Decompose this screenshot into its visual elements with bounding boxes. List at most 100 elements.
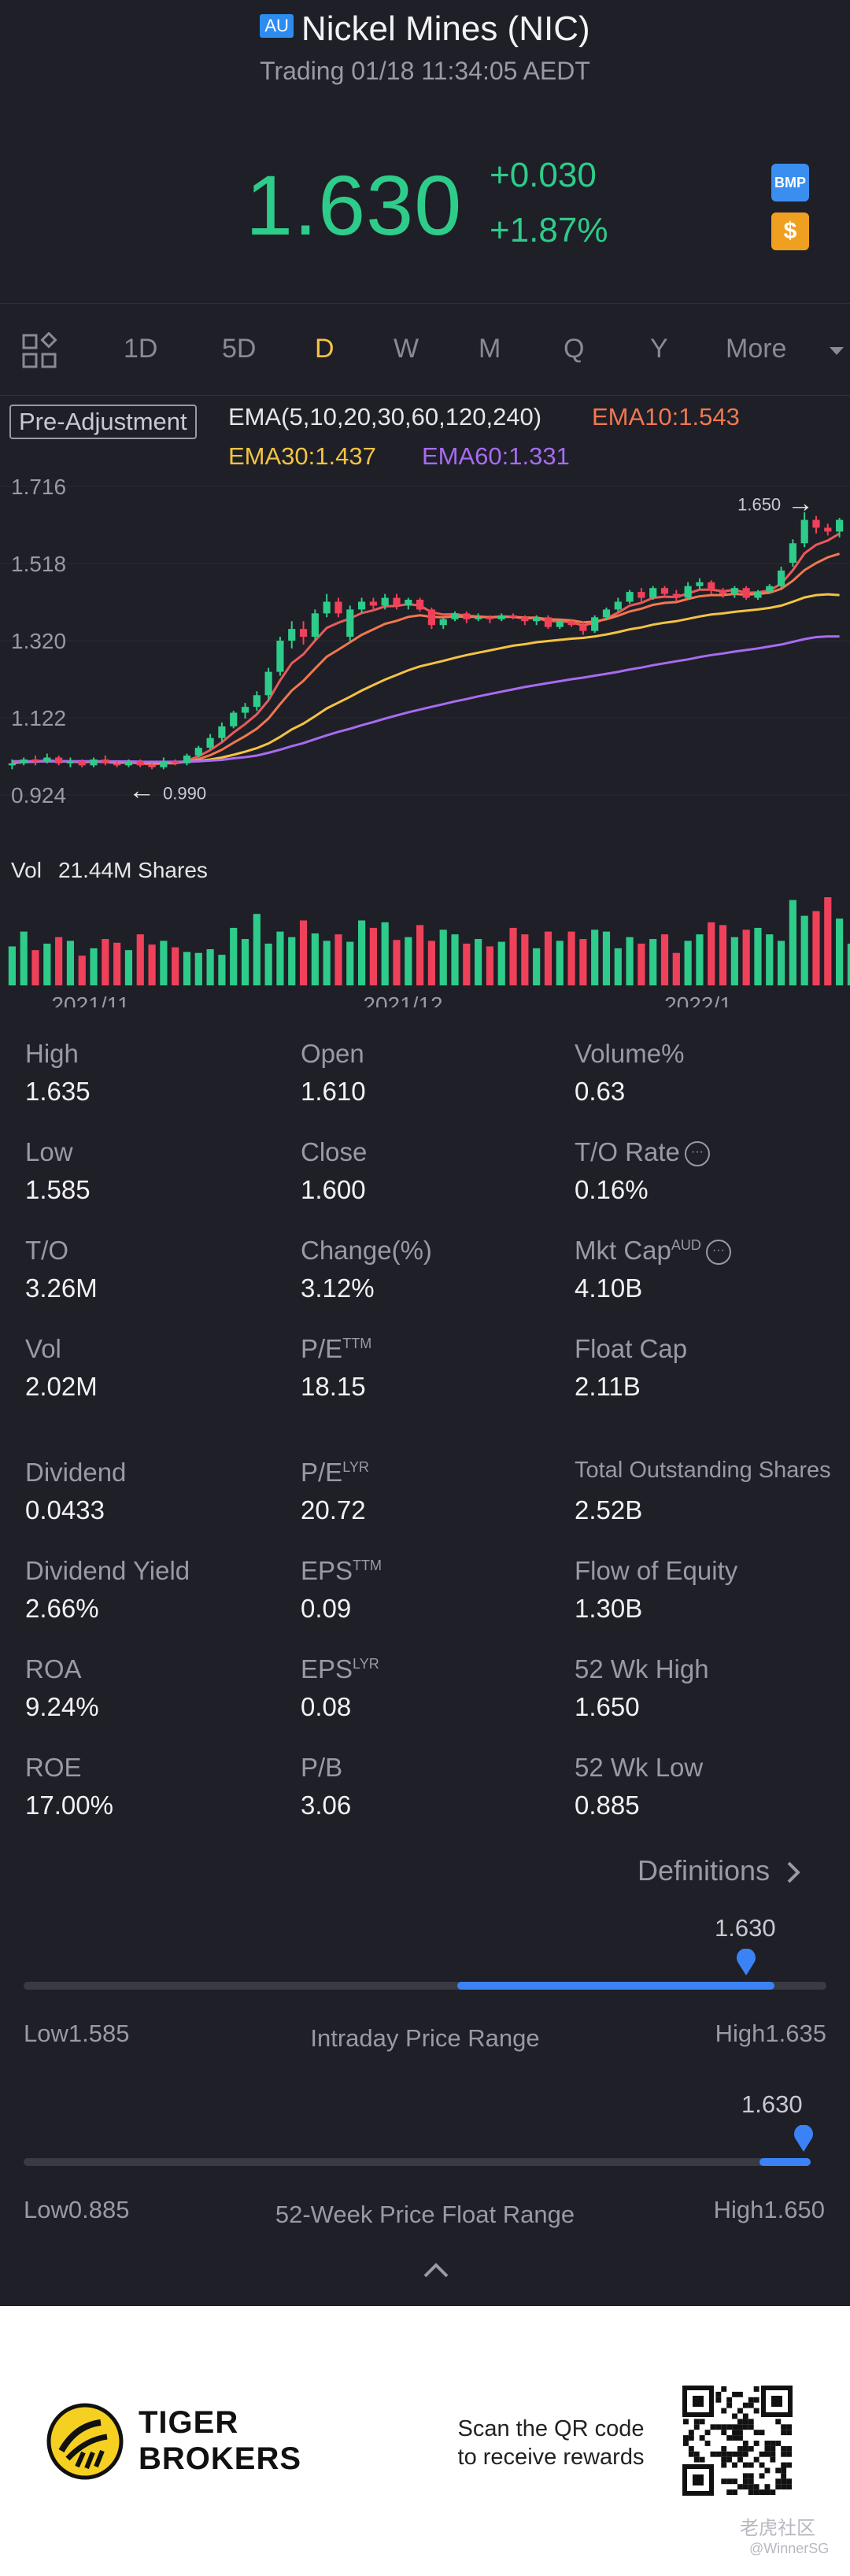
caret-down-icon[interactable] (828, 345, 845, 357)
qr-cell (770, 2451, 776, 2457)
candle-body (31, 759, 39, 762)
candle-body (789, 543, 796, 564)
stat-label-text: High (25, 1039, 79, 1068)
tab-more[interactable]: More (726, 334, 787, 364)
kline-chart[interactable]: 1.716 1.518 1.320 1.122 0.924 2021/11 2021/12 2… (0, 472, 850, 1007)
tab-y[interactable]: Y (650, 334, 668, 364)
volume-bar (812, 911, 820, 985)
qr-cell (742, 2462, 748, 2468)
stat-label: Vol (25, 1334, 61, 1364)
qr-cell (693, 2456, 700, 2463)
intraday-range-fill (456, 1982, 774, 1990)
stat-label: 52 Wk Low (575, 1753, 703, 1783)
watermark-line2: @WinnerSG (749, 2541, 830, 2556)
volume-bar (649, 939, 657, 985)
stat-label-text: EPS (301, 1654, 353, 1683)
volume-bar (579, 939, 587, 985)
y-tick-label: 1.122 (11, 706, 66, 730)
qr-cell (699, 2456, 705, 2463)
more-info-icon[interactable]: ··· (705, 1240, 731, 1266)
volume-bar (172, 947, 179, 985)
dollar-icon[interactable]: $ (771, 213, 809, 250)
qr-cell (775, 2441, 782, 2446)
qr-cell (748, 2484, 754, 2490)
ema30-label: EMA30:1.437 (228, 442, 376, 470)
qr-cell (699, 2435, 705, 2441)
qr-cell (781, 2473, 787, 2479)
high-marker-label: 1.650 (737, 495, 781, 515)
stat-label: P/B (301, 1753, 342, 1783)
stat-label-text: P/B (301, 1753, 343, 1782)
more-info-icon[interactable]: ··· (684, 1141, 710, 1167)
qr-cell (726, 2451, 733, 2457)
brand-line2: BROKERS (139, 2441, 302, 2476)
qr-cell (710, 2451, 716, 2457)
volume-bar (113, 942, 121, 985)
volume-bar (463, 943, 471, 985)
qr-cell (748, 2473, 754, 2479)
volume-bar (660, 934, 669, 985)
stat-label-text: Open (301, 1039, 364, 1068)
qr-cell (737, 2484, 743, 2490)
candle-body (463, 613, 471, 619)
stat-label-text: T/O (25, 1236, 68, 1265)
volume-value: 21.44M Shares (58, 858, 208, 882)
qr-cell (748, 2419, 754, 2425)
qr-cell (688, 2435, 694, 2441)
volume-bar (591, 930, 599, 985)
tab-1d[interactable]: 1D (124, 334, 158, 364)
stat-label-text: Flow of Equity (575, 1556, 738, 1585)
market-badge: AU (260, 14, 294, 39)
pre-adjustment-button[interactable]: Pre-Adjustment (9, 405, 197, 439)
stat-label: Mkt CapAUD ··· (575, 1236, 731, 1266)
tab-d[interactable]: D (315, 334, 334, 364)
tab-5d[interactable]: 5D (222, 334, 257, 364)
qr-cell (753, 2430, 759, 2436)
qr-cell (764, 2445, 771, 2452)
candle-body (475, 617, 482, 619)
volume-bar (672, 952, 680, 985)
ema-params-label[interactable]: EMA(5,10,20,30,60,120,240) (228, 403, 542, 431)
tab-q[interactable]: Q (564, 334, 585, 364)
qr-cell (748, 2424, 754, 2430)
qr-cell (732, 2462, 737, 2468)
definitions-link[interactable]: Definitions (638, 1854, 803, 1887)
chevron-right-icon (787, 1862, 800, 1883)
qr-cell (742, 2419, 748, 2425)
volume-bar (78, 955, 86, 985)
qr-code[interactable] (682, 2385, 793, 2497)
tab-m[interactable]: M (479, 334, 501, 364)
qr-cell (732, 2451, 737, 2457)
qr-cell (759, 2430, 765, 2436)
qr-cell (704, 2430, 711, 2436)
week52-range-title: 52-Week Price Float Range (275, 2201, 575, 2228)
candle-body (486, 617, 494, 619)
stat-value: 3.12% (301, 1273, 375, 1303)
qr-cell (737, 2391, 743, 2397)
qr-cell (732, 2430, 737, 2436)
stat-value: 2.11B (575, 1372, 641, 1401)
volume-bar (124, 950, 133, 985)
stat-label-text: ROA (25, 1654, 82, 1683)
stat-value: 0.16% (575, 1175, 649, 1204)
layout-grid-icon[interactable] (20, 332, 58, 370)
stat-label-text: Change(%) (301, 1236, 432, 1265)
bmp-icon[interactable]: BMP (771, 164, 809, 201)
qr-cell (732, 2435, 737, 2441)
qr-cell (770, 2445, 776, 2452)
qr-cell (775, 2467, 782, 2474)
watermark-line1: 老虎社区 (740, 2518, 815, 2539)
candle-body (148, 765, 156, 767)
stat-label-sup: TTM (342, 1336, 372, 1351)
tab-w[interactable]: W (394, 334, 419, 364)
candle-body (78, 761, 86, 766)
volume-bar (299, 920, 308, 985)
collapse-chevron-icon[interactable] (422, 2260, 450, 2279)
qr-cell (737, 2451, 743, 2457)
volume-bar (393, 940, 401, 985)
ema60-label: EMA60:1.331 (422, 442, 570, 470)
volume-bar (218, 955, 226, 985)
candle-body (836, 519, 844, 532)
candle-body (194, 748, 202, 756)
stat-value: 3.06 (301, 1791, 352, 1820)
